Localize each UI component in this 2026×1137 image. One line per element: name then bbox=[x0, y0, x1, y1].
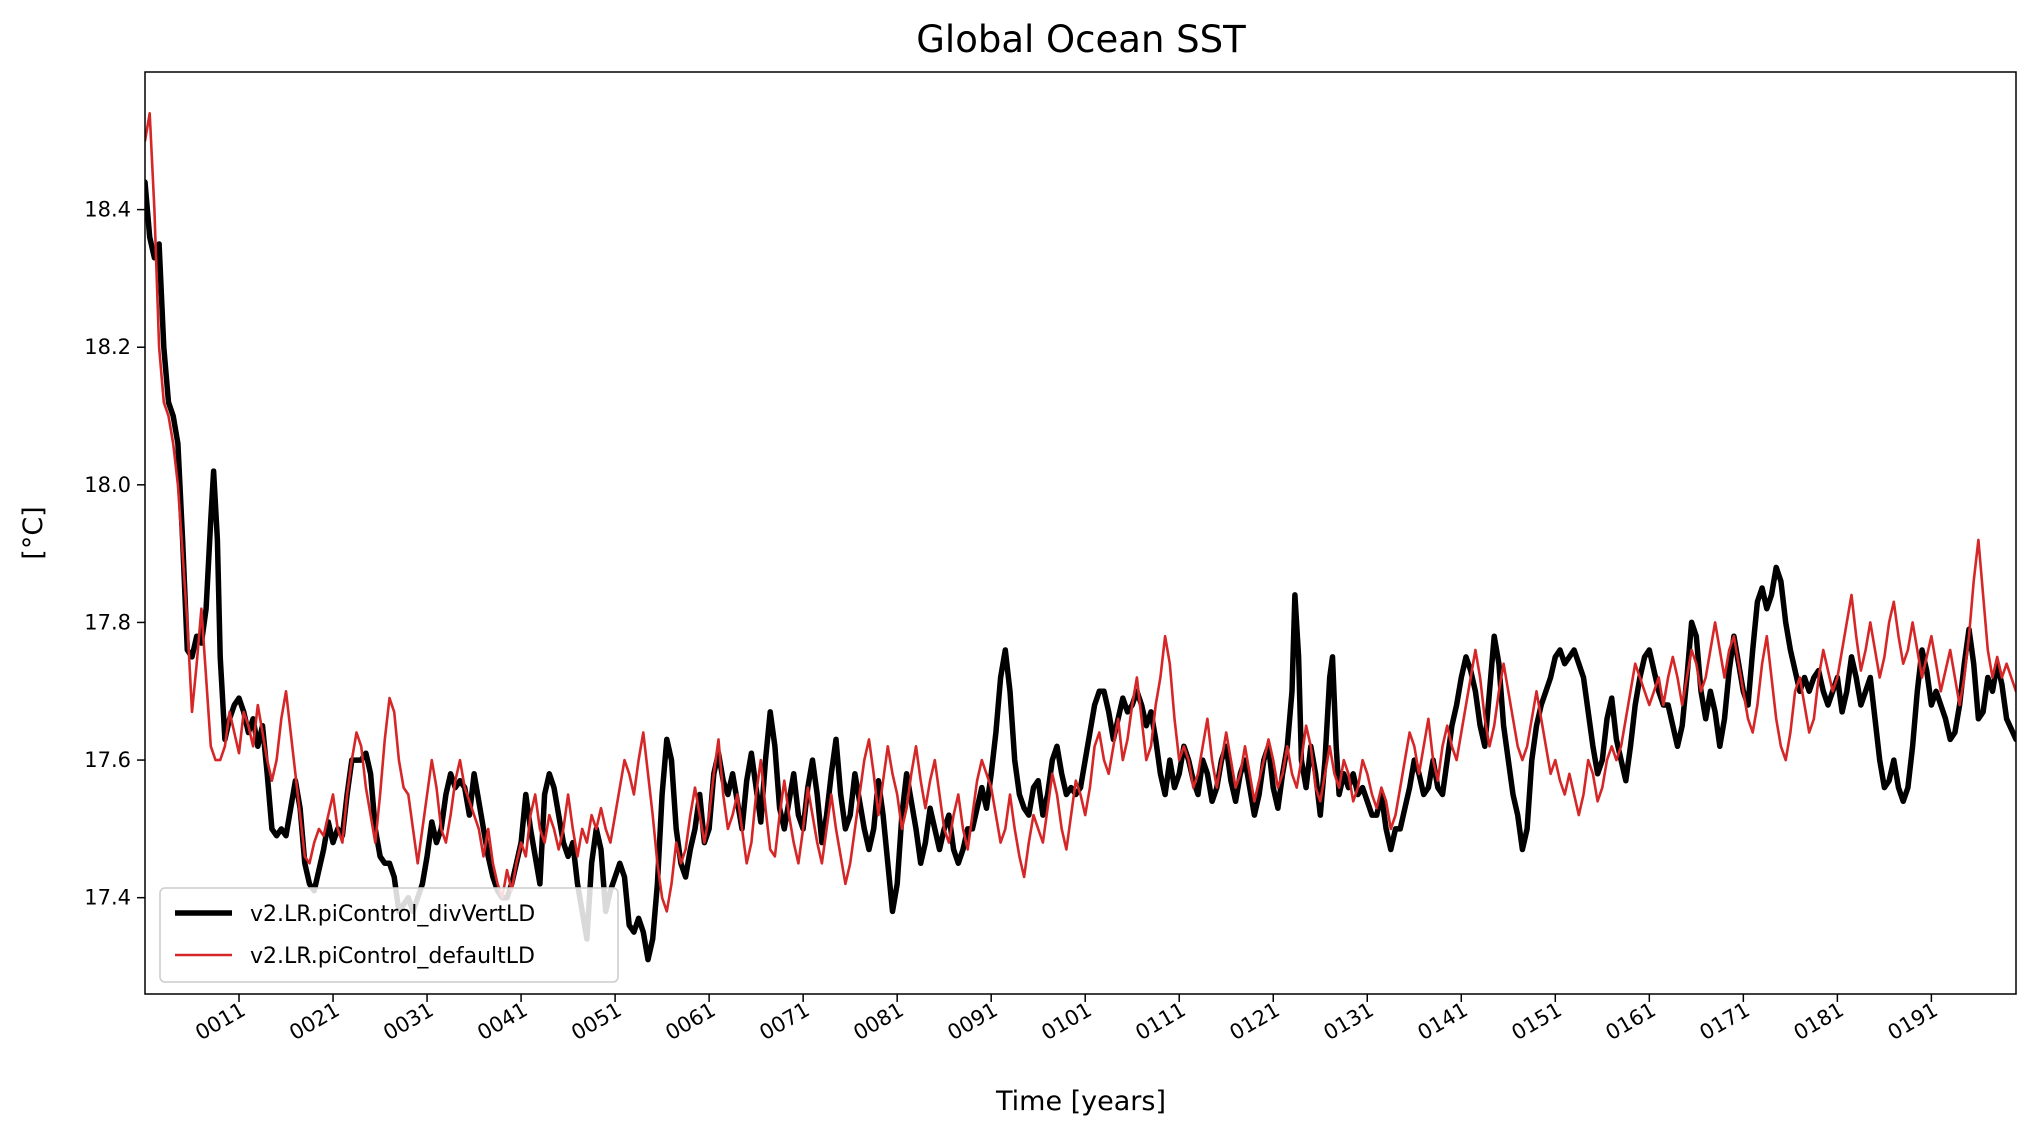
y-axis-label: [°C] bbox=[18, 506, 49, 559]
series-line-defaultLD bbox=[145, 112, 2016, 913]
y-tick-label: 17.8 bbox=[84, 610, 131, 634]
y-tick-label: 17.4 bbox=[84, 886, 131, 910]
legend-label-divVertLD: v2.LR.piControl_divVertLD bbox=[250, 902, 535, 927]
legend-label-defaultLD: v2.LR.piControl_defaultLD bbox=[250, 944, 535, 969]
legend-box bbox=[159, 887, 619, 983]
chart-title: Global Ocean SST bbox=[916, 18, 1246, 61]
plot-area bbox=[145, 112, 2016, 963]
y-axis: 17.4 17.6 17.8 18.0 18.2 18.4 bbox=[84, 198, 145, 910]
y-tick-label: 18.0 bbox=[84, 473, 131, 497]
y-tick-label: 18.4 bbox=[84, 198, 131, 222]
x-axis-label: Time [years] bbox=[995, 1086, 1166, 1117]
y-tick-label: 18.2 bbox=[84, 335, 131, 359]
legend: v2.LR.piControl_divVertLD v2.LR.piContro… bbox=[159, 887, 619, 983]
plot-frame bbox=[144, 71, 2017, 995]
y-tick-label: 17.6 bbox=[84, 748, 131, 772]
